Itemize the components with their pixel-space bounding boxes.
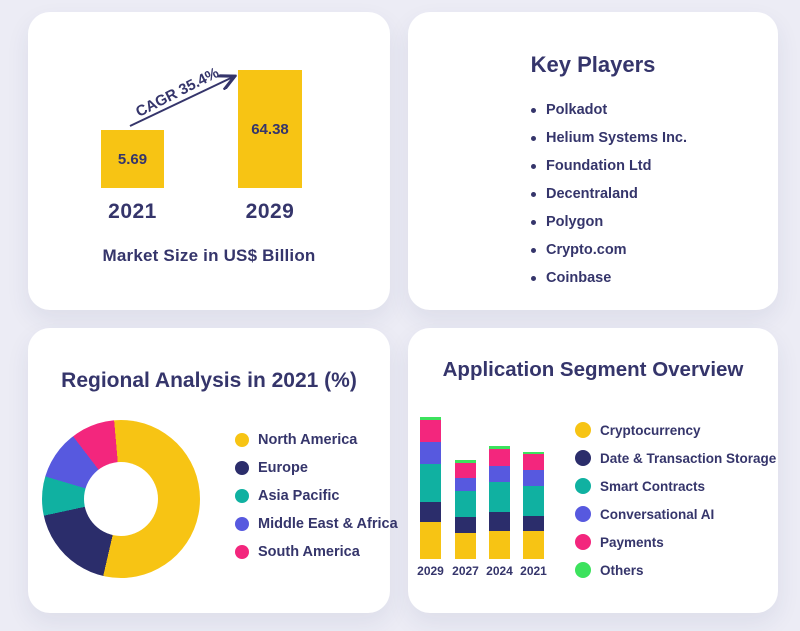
middle-east-africa-color-dot-icon <box>235 517 249 531</box>
segment-payments <box>489 449 510 466</box>
application-bar-2029 <box>420 417 441 559</box>
conversational-ai-color-dot-icon <box>575 506 591 522</box>
regional-legend-label: Asia Pacific <box>258 488 340 504</box>
application-chart-area: 2029 2027 2024 2021 <box>408 328 778 613</box>
cryptocurrency-color-dot-icon <box>575 422 591 438</box>
segment-payments <box>523 454 544 470</box>
application-segment-card: Application Segment Overview 2029 2027 202… <box>408 328 778 613</box>
date-transaction-storage-color-dot-icon <box>575 450 591 466</box>
south-america-color-dot-icon <box>235 545 249 559</box>
segment-others <box>420 417 441 420</box>
application-legend-item-smart-contracts: Smart Contracts <box>575 472 776 500</box>
application-year-label: 2029 <box>417 564 444 578</box>
regional-legend-label: Europe <box>258 460 308 476</box>
segment-date-transaction-storage <box>420 502 441 522</box>
application-legend-label: Conversational AI <box>600 506 715 522</box>
key-player-item-helium-systems-inc: Helium Systems Inc. <box>531 124 687 152</box>
key-player-item-polygon: Polygon <box>531 208 687 236</box>
segment-conversational-ai <box>523 470 544 486</box>
application-legend-item-others: Others <box>575 556 776 584</box>
segment-payments <box>420 420 441 442</box>
segment-date-transaction-storage <box>489 512 510 531</box>
application-year-label: 2027 <box>452 564 479 578</box>
regional-legend-label: North America <box>258 432 358 448</box>
cagr-annotation: CAGR 35.4% <box>133 64 222 121</box>
segment-conversational-ai <box>420 442 441 464</box>
segment-smart-contracts <box>523 486 544 516</box>
regional-legend: North America Europe Asia Pacific Middle Ea… <box>235 426 398 566</box>
application-legend-item-date-transaction-storage: Date & Transaction Storage <box>575 444 776 472</box>
regional-legend-item-europe: Europe <box>235 454 398 482</box>
application-year-label: 2021 <box>520 564 547 578</box>
regional-donut <box>42 420 200 578</box>
regional-analysis-card: Regional Analysis in 2021 (%) North Amer… <box>28 328 398 613</box>
segment-date-transaction-storage <box>455 517 476 533</box>
segment-smart-contracts <box>420 464 441 502</box>
segment-smart-contracts <box>489 482 510 512</box>
segment-date-transaction-storage <box>523 516 544 531</box>
asia-pacific-color-dot-icon <box>235 489 249 503</box>
payments-color-dot-icon <box>575 534 591 550</box>
application-legend: Cryptocurrency Date & Transaction Storage… <box>575 416 776 584</box>
application-legend-item-conversational-ai: Conversational AI <box>575 500 776 528</box>
europe-color-dot-icon <box>235 461 249 475</box>
regional-legend-item-asia-pacific: Asia Pacific <box>235 482 398 510</box>
segment-others <box>523 452 544 454</box>
segment-cryptocurrency <box>420 522 441 559</box>
key-players-title: Key Players <box>530 52 656 77</box>
segment-cryptocurrency <box>489 531 510 559</box>
key-players-card: Key Players Polkadot Helium Systems Inc. F… <box>408 12 778 310</box>
segment-others <box>489 446 510 449</box>
market-bar-2021: 5.69 <box>101 130 164 188</box>
regional-legend-label: South America <box>258 544 360 560</box>
others-color-dot-icon <box>575 562 591 578</box>
segment-cryptocurrency <box>523 531 544 559</box>
smart-contracts-color-dot-icon <box>575 478 591 494</box>
market-chart-title: Market Size in US$ Billion <box>102 246 316 265</box>
segment-conversational-ai <box>489 466 510 482</box>
application-legend-label: Others <box>600 562 644 578</box>
market-bar-value: 5.69 <box>117 150 148 168</box>
application-bar-2024 <box>489 446 510 559</box>
key-player-item-decentraland: Decentraland <box>531 180 687 208</box>
application-legend-label: Smart Contracts <box>600 478 706 494</box>
key-player-item-crypto-com: Crypto.com <box>531 236 687 264</box>
application-legend-label: Date & Transaction Storage <box>600 450 777 466</box>
regional-legend-item-north-america: North America <box>235 426 398 454</box>
segment-others <box>455 460 476 463</box>
market-bar-2029: 64.38 <box>238 70 302 188</box>
application-chart-title: Application Segment Overview <box>442 358 744 381</box>
key-player-item-polkadot: Polkadot <box>531 96 687 124</box>
application-year-label: 2024 <box>486 564 513 578</box>
segment-payments <box>455 463 476 478</box>
market-chart-area: CAGR 35.4% Market Size in US$ Billion 5.… <box>28 12 390 310</box>
application-legend-item-payments: Payments <box>575 528 776 556</box>
segment-smart-contracts <box>455 491 476 517</box>
application-bar-2021 <box>523 452 544 559</box>
market-size-card: CAGR 35.4% Market Size in US$ Billion 5.… <box>28 12 390 310</box>
north-america-color-dot-icon <box>235 433 249 447</box>
market-year-label: 2021 <box>108 200 157 223</box>
application-legend-item-cryptocurrency: Cryptocurrency <box>575 416 776 444</box>
market-year-label: 2029 <box>245 200 295 223</box>
key-players-list: Polkadot Helium Systems Inc. Foundation Lt… <box>531 96 687 292</box>
application-bar-2027 <box>455 460 476 559</box>
application-legend-label: Payments <box>600 534 664 550</box>
regional-legend-item-middle-east-africa: Middle East & Africa <box>235 510 398 538</box>
market-bar-value: 64.38 <box>251 120 289 138</box>
segment-cryptocurrency <box>455 533 476 559</box>
regional-chart-title: Regional Analysis in 2021 (%) <box>61 369 357 392</box>
key-player-item-coinbase: Coinbase <box>531 264 687 292</box>
segment-conversational-ai <box>455 478 476 491</box>
application-legend-label: Cryptocurrency <box>600 422 701 438</box>
regional-legend-label: Middle East & Africa <box>258 516 398 532</box>
key-player-item-foundation-ltd: Foundation Ltd <box>531 152 687 180</box>
regional-legend-item-south-america: South America <box>235 538 398 566</box>
